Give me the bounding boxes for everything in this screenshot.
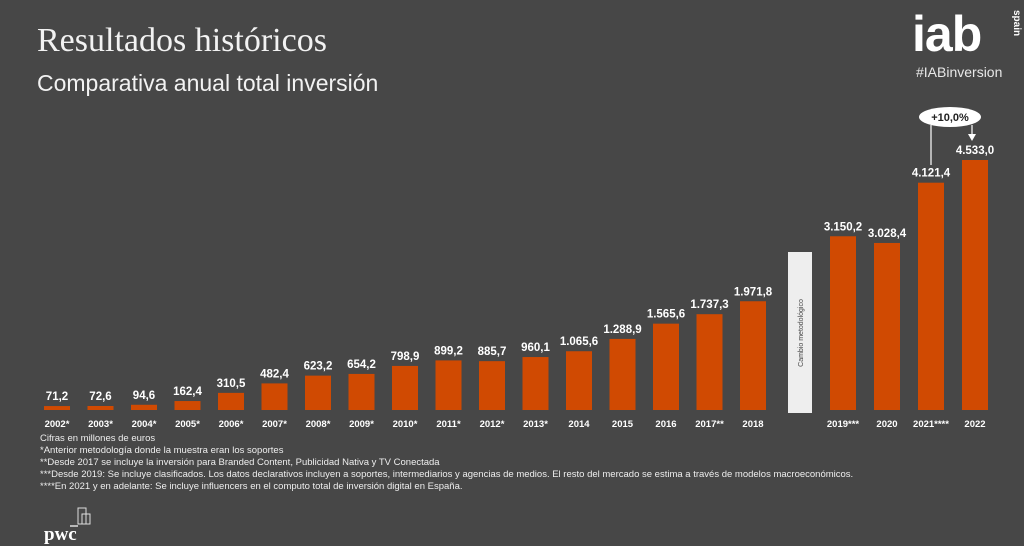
bar xyxy=(696,314,723,410)
logo-text: iab xyxy=(912,6,982,62)
bar xyxy=(740,301,766,410)
x-tick-label: 2018 xyxy=(742,419,763,430)
data-label: 3.028,4 xyxy=(868,228,907,240)
bar xyxy=(918,182,944,410)
bar xyxy=(305,375,331,410)
data-label: 4.533,0 xyxy=(956,145,994,157)
x-tick-label: 2021**** xyxy=(913,419,949,430)
data-label: 3.150,2 xyxy=(824,221,862,233)
data-label: 654,2 xyxy=(347,359,376,371)
bar xyxy=(261,383,288,410)
pwc-logo: pwc xyxy=(44,506,94,546)
x-tick-label: 2011* xyxy=(436,419,461,430)
footnote: ****En 2021 y en adelante: Se incluye in… xyxy=(40,481,463,492)
data-label: 1.065,6 xyxy=(560,336,598,348)
x-tick-label: 2004* xyxy=(132,419,157,430)
bar xyxy=(435,360,462,410)
iab-spain-logo: iab spain xyxy=(912,6,1022,86)
bar xyxy=(830,236,856,410)
bar xyxy=(392,365,418,410)
x-tick-label: 2020 xyxy=(876,419,897,430)
bar xyxy=(87,405,114,410)
bar xyxy=(962,160,988,410)
bar xyxy=(609,338,636,410)
data-label: 885,7 xyxy=(478,346,507,358)
bar xyxy=(348,373,375,410)
x-tick-label: 2010* xyxy=(393,419,418,430)
data-label: 310,5 xyxy=(217,378,246,390)
bar xyxy=(566,351,592,410)
bar xyxy=(44,406,70,410)
data-label: 798,9 xyxy=(391,351,420,363)
data-label: 1.971,8 xyxy=(734,286,773,298)
x-tick-label: 2017** xyxy=(695,419,724,430)
x-tick-label: 2006* xyxy=(219,419,244,430)
data-label: 4.121,4 xyxy=(912,168,951,180)
bar xyxy=(653,323,679,410)
x-tick-label: 2002* xyxy=(45,419,70,430)
footnote: ***Desde 2019: Se incluye clasificados. … xyxy=(40,469,854,480)
annotation-label: +10,0% xyxy=(931,112,969,124)
x-tick-label: 2014 xyxy=(568,419,590,430)
pwc-text: pwc xyxy=(44,524,77,545)
footnote: **Desde 2017 se incluye la inversión par… xyxy=(40,457,440,468)
data-label: 72,6 xyxy=(89,391,111,403)
bar xyxy=(874,242,900,410)
page-subtitle: Comparativa anual total inversión xyxy=(37,70,379,96)
data-label: 899,2 xyxy=(434,345,463,357)
page-title: Resultados históricos xyxy=(37,22,327,59)
footnote: *Anterior metodología donde la muestra e… xyxy=(40,445,284,456)
bar xyxy=(522,357,549,410)
footnote: Cifras en millones de euros xyxy=(40,433,156,444)
x-tick-label: 2015 xyxy=(612,419,634,430)
bar xyxy=(131,404,157,410)
data-label: 162,4 xyxy=(173,386,202,398)
data-label: 623,2 xyxy=(304,361,333,373)
x-tick-label: 2003* xyxy=(88,419,113,430)
x-tick-label: 2019*** xyxy=(827,419,860,430)
data-label: 1.288,9 xyxy=(603,324,641,336)
data-label: 71,2 xyxy=(46,391,68,403)
x-tick-label: 2007* xyxy=(262,419,287,430)
data-label: 1.737,3 xyxy=(690,299,728,311)
x-tick-label: 2016 xyxy=(655,419,676,430)
hashtag: #IABinversion xyxy=(916,64,1003,80)
bar xyxy=(174,401,201,410)
methodology-separator xyxy=(788,252,812,413)
x-tick-label: 2022 xyxy=(964,419,985,430)
x-tick-label: 2008* xyxy=(306,419,331,430)
data-label: 94,6 xyxy=(133,390,155,402)
x-tick-label: 2012* xyxy=(480,419,505,430)
x-tick-label: 2009* xyxy=(349,419,374,430)
data-label: 1.565,6 xyxy=(647,309,685,321)
x-tick-label: 2005* xyxy=(175,419,200,430)
pwc-building-icon xyxy=(70,507,91,527)
annotation-arrow-icon xyxy=(968,134,976,141)
data-label: 482,4 xyxy=(260,368,289,380)
bar xyxy=(479,361,505,410)
x-tick-label: 2013* xyxy=(523,419,548,430)
separator-label: Cambio metodológico xyxy=(798,299,805,367)
footnotes: Cifras en millones de euros *Anterior me… xyxy=(40,433,853,493)
bar xyxy=(218,392,244,410)
annotation-bubble xyxy=(919,107,981,127)
data-label: 960,1 xyxy=(521,342,550,354)
